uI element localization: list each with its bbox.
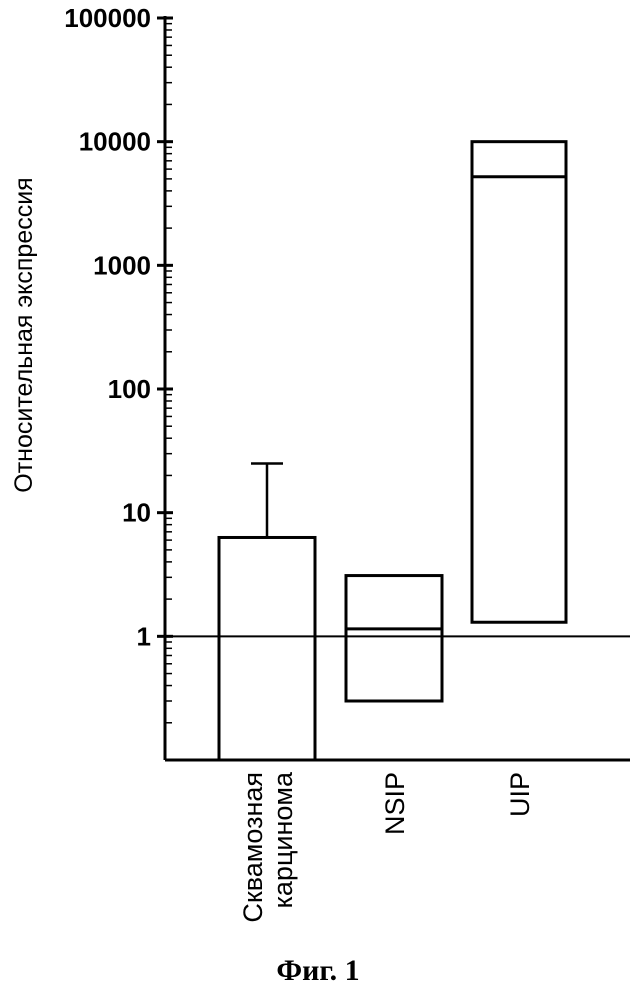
y-tick-label: 1 [137, 621, 151, 651]
box [472, 142, 566, 623]
y-axis-title: Относительная экспрессия [10, 177, 38, 492]
box [219, 537, 315, 760]
y-tick-label: 1000 [93, 250, 151, 280]
boxes [219, 142, 566, 760]
box [346, 576, 442, 701]
y-tick-label: 100 [108, 374, 151, 404]
y-axis [157, 16, 630, 760]
category-labels: Сквамознаякарцинома NSIP UIP [238, 771, 535, 923]
y-tick-label: 10 [122, 498, 151, 528]
figure-caption: Фиг. 1 [276, 954, 359, 987]
y-tick-labels: 1 10 100 1000 10000 100000 [64, 3, 151, 651]
category-label: NSIP [380, 772, 410, 835]
category-label: UIP [505, 772, 535, 817]
y-tick-label: 10000 [79, 127, 151, 157]
category-label: Сквамозная [238, 772, 268, 923]
y-tick-label: 100000 [64, 3, 151, 33]
category-label: карцинома [268, 771, 298, 908]
